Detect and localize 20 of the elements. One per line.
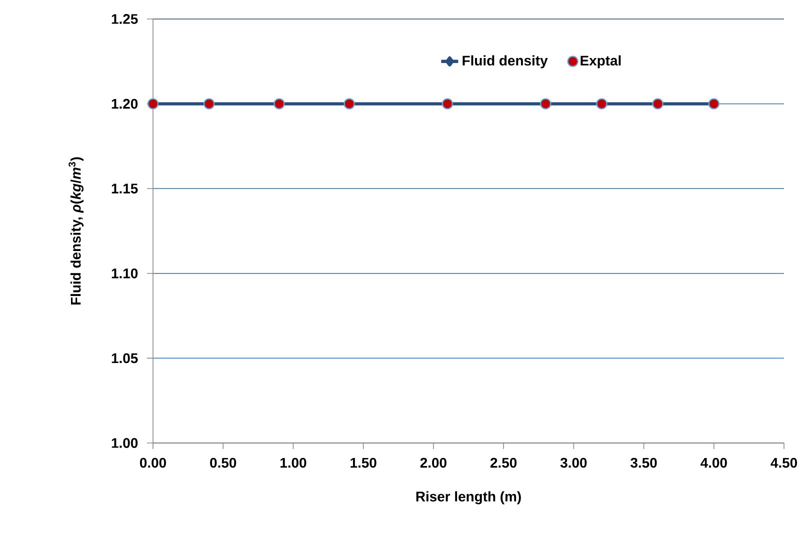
- x-tick-label: 0.00: [140, 458, 166, 468]
- x-tick-label: 4.50: [770, 458, 798, 468]
- x-tick-label: 3.00: [560, 458, 587, 468]
- legend-label: Fluid density: [462, 55, 548, 68]
- legend-label: Exptal: [580, 55, 621, 68]
- y-axis-title: Fluid density, ρ(kg/m$^{3}$): [68, 157, 84, 305]
- y-tick-label: 1.05: [112, 353, 138, 364]
- x-tick-label: 2.50: [490, 458, 517, 468]
- x-tick-label: 2.00: [420, 458, 446, 468]
- x-tick-label: 3.50: [630, 458, 657, 468]
- x-tick-label: 1.50: [350, 458, 376, 468]
- x-tick-label: 0.50: [210, 458, 236, 468]
- x-axis-title: Riser length (m): [416, 491, 521, 504]
- x-tick-label: 1.00: [280, 458, 306, 468]
- y-tick-label: 1.20: [112, 98, 138, 109]
- y-tick-label: 1.25: [112, 14, 138, 24]
- y-tick-label: 1.00: [112, 438, 138, 448]
- y-tick-label: 1.10: [112, 268, 138, 278]
- x-tick-label: 4.00: [700, 458, 727, 468]
- y-tick-label: 1.15: [112, 184, 138, 194]
